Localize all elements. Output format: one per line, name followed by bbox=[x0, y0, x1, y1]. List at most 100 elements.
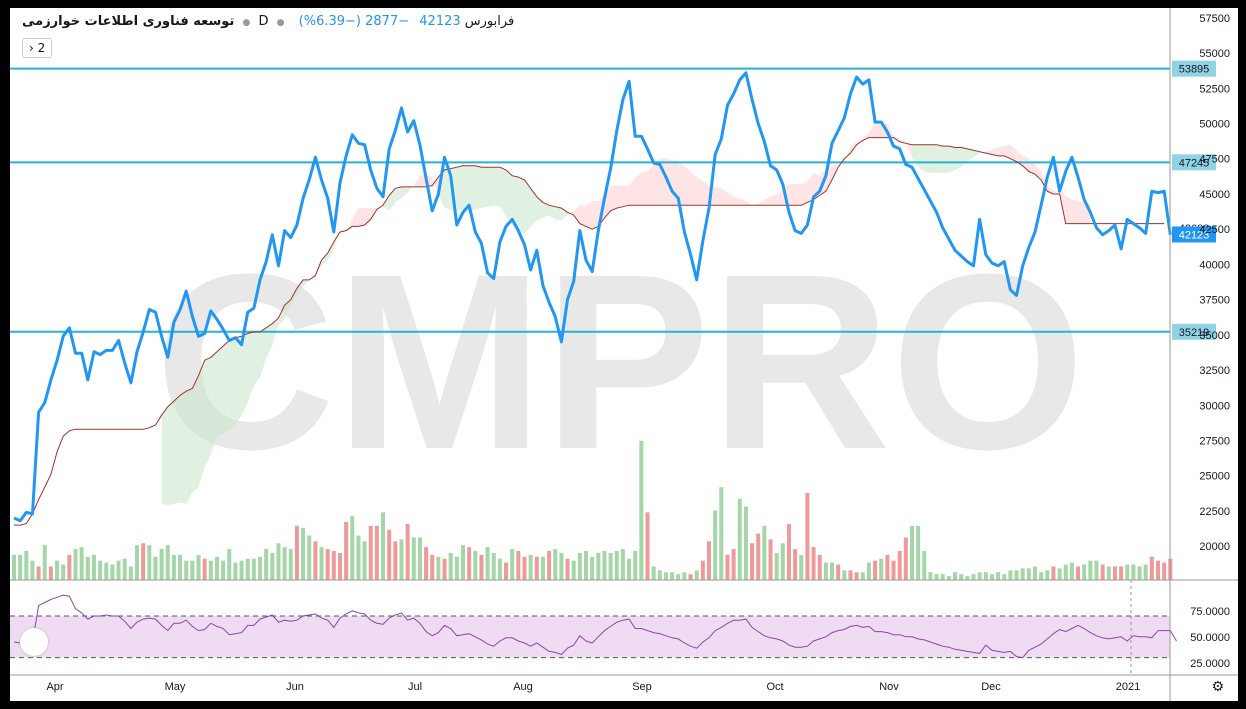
cloud-segment bbox=[653, 158, 660, 206]
volume-bar bbox=[1057, 568, 1062, 580]
cloud-segment bbox=[936, 144, 943, 173]
cloud-segment bbox=[401, 186, 408, 199]
volume-bar bbox=[448, 552, 453, 580]
volume-bar bbox=[485, 547, 490, 580]
volume-bar bbox=[540, 556, 545, 580]
cloud-segment bbox=[592, 201, 599, 230]
tradingview-logo-icon[interactable] bbox=[20, 628, 48, 656]
volume-bar bbox=[251, 558, 256, 580]
volume-bar bbox=[522, 556, 527, 580]
volume-bar bbox=[313, 541, 318, 580]
volume-bar bbox=[424, 547, 429, 580]
volume-bar bbox=[934, 574, 939, 580]
volume-bar bbox=[922, 551, 927, 580]
volume-bar bbox=[780, 543, 785, 580]
gear-icon[interactable]: ⚙ bbox=[1211, 679, 1224, 695]
volume-bar bbox=[713, 510, 718, 580]
y-tick-label: 57500 bbox=[1199, 13, 1230, 25]
cloud-segment bbox=[918, 144, 925, 172]
volume-bar bbox=[805, 493, 810, 580]
volume-bar bbox=[774, 552, 779, 580]
cloud-segment bbox=[795, 184, 802, 206]
y-tick-label: 30000 bbox=[1199, 400, 1230, 412]
volume-bar bbox=[227, 549, 232, 580]
volume-bar bbox=[1131, 564, 1136, 580]
cloud-segment bbox=[530, 188, 537, 227]
volume-bar bbox=[633, 551, 638, 580]
volume-bar bbox=[559, 552, 564, 580]
volume-bar bbox=[399, 539, 404, 580]
interval-label[interactable]: D bbox=[258, 14, 269, 29]
volume-bar bbox=[1032, 566, 1037, 580]
cloud-segment bbox=[395, 186, 402, 203]
cloud-segment bbox=[1065, 195, 1072, 224]
y-tick-label: 45000 bbox=[1199, 189, 1230, 201]
volume-bar bbox=[221, 560, 226, 580]
volume-bar bbox=[1143, 564, 1148, 580]
volume-bar bbox=[682, 572, 687, 580]
cloud-segment bbox=[1047, 185, 1054, 194]
rsi-tick-label: 50.0000 bbox=[1190, 632, 1230, 644]
cloud-segment bbox=[844, 146, 851, 163]
volume-bar bbox=[214, 556, 219, 580]
cloud-segment bbox=[733, 196, 740, 206]
volume-bar bbox=[491, 552, 496, 580]
y-tick-label: 27500 bbox=[1199, 436, 1230, 448]
volume-bar bbox=[202, 558, 207, 580]
cloud-segment bbox=[776, 189, 783, 206]
volume-bar bbox=[953, 572, 958, 580]
volume-bar bbox=[307, 535, 312, 580]
volume-bar bbox=[319, 547, 324, 580]
cloud-segment bbox=[647, 164, 654, 206]
volume-bar bbox=[670, 572, 675, 580]
volume-bar bbox=[294, 525, 299, 580]
symbol-title[interactable]: توسعه فناوری اطلاعات خوارزمی bbox=[22, 14, 235, 29]
cloud-segment bbox=[235, 336, 242, 426]
cloud-segment bbox=[247, 332, 254, 403]
watermark-text: CMPRO bbox=[155, 222, 1086, 501]
x-tick-label: 2021 bbox=[1116, 681, 1140, 693]
y-tick-label: 22500 bbox=[1199, 506, 1230, 518]
cloud-segment bbox=[309, 272, 316, 280]
cloud-segment bbox=[905, 141, 912, 158]
separator-dot: ● bbox=[242, 18, 251, 28]
volume-bar bbox=[823, 562, 828, 580]
cloud-segment bbox=[622, 185, 630, 207]
volume-bar bbox=[270, 552, 275, 580]
cloud-segment bbox=[475, 165, 482, 210]
cloud-segment bbox=[487, 167, 494, 207]
chart-frame: CMPRO 5389547245426004212335219 25.00005… bbox=[10, 8, 1238, 701]
cloud-segment bbox=[161, 406, 168, 506]
volume-bar bbox=[1069, 562, 1074, 580]
volume-bar bbox=[743, 506, 748, 580]
cloud-segment bbox=[770, 193, 777, 206]
volume-bar bbox=[547, 551, 552, 580]
volume-bar bbox=[460, 545, 465, 580]
volume-bar bbox=[553, 549, 558, 580]
volume-bar bbox=[12, 554, 16, 580]
y-tick-label: 47500 bbox=[1199, 154, 1230, 166]
chart-svg[interactable]: CMPRO 5389547245426004212335219 25.00005… bbox=[10, 8, 1238, 701]
cloud-segment bbox=[930, 144, 937, 173]
cloud-segment bbox=[721, 188, 728, 206]
volume-bar bbox=[903, 537, 908, 580]
cloud-segment bbox=[807, 172, 814, 203]
cloud-segment bbox=[555, 206, 562, 221]
volume-bar bbox=[614, 551, 619, 580]
cloud-segment bbox=[610, 185, 617, 211]
volume-bar bbox=[836, 564, 841, 580]
cloud-segment bbox=[942, 146, 949, 173]
cloud-segment bbox=[727, 192, 734, 206]
volume-bar bbox=[264, 549, 269, 580]
volume-bar bbox=[1002, 574, 1007, 580]
volume-bar bbox=[885, 554, 890, 580]
price-change: −2877 (−6.39%) bbox=[298, 14, 410, 29]
indicators-toggle[interactable]: › 2 bbox=[22, 38, 53, 58]
volume-bar bbox=[362, 541, 367, 580]
cloud-segment bbox=[678, 160, 685, 206]
volume-bar bbox=[571, 560, 576, 580]
volume-bar bbox=[866, 562, 871, 580]
y-tick-label: 35000 bbox=[1199, 330, 1230, 342]
volume-bar bbox=[196, 554, 201, 580]
price-label-box bbox=[1172, 226, 1216, 243]
